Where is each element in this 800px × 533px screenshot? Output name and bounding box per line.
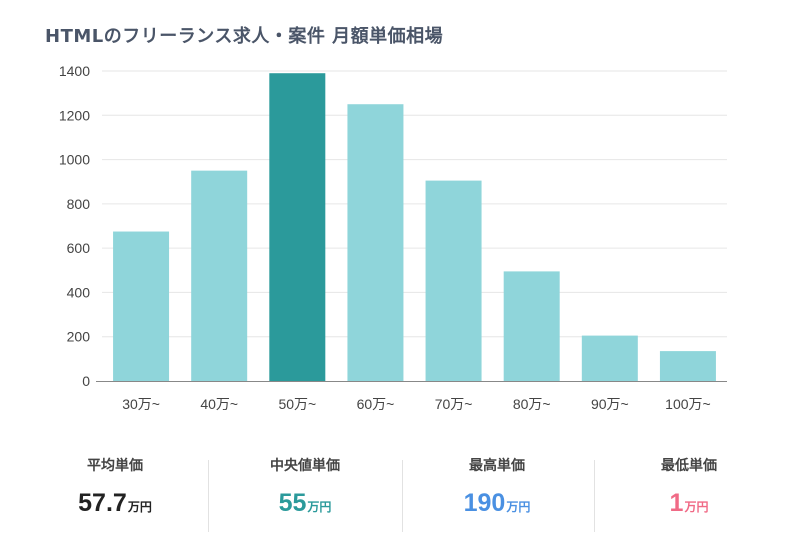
y-tick-label: 0 [82,373,90,389]
divider [402,460,403,532]
stat-max-unit: 万円 [506,500,531,514]
x-tick-label: 70万~ [435,396,473,412]
stat-median-label: 中央値単価 [270,458,340,474]
divider [594,460,595,532]
y-tick-label: 600 [67,240,91,256]
x-tick-label: 100万~ [665,396,711,412]
stat-min-value: 1万円 [604,489,774,518]
stat-average-number: 57.7 [78,489,127,517]
bar [347,104,404,381]
bar [191,170,248,381]
stat-average-unit: 万円 [127,500,152,514]
axes: 0 200 400 600 800 1000 1200 1400 30万~ 40万~ 50万~ 60万… [59,63,727,412]
stat-max-number: 190 [463,489,506,517]
y-tick-label: 1400 [59,63,90,79]
stat-median-unit: 万円 [307,500,332,514]
x-tick-label: 60万~ [357,396,395,412]
bar [269,73,326,381]
bars [113,73,716,381]
stat-min: 最低単価 1万円 [604,455,774,518]
bar-chart: 0 200 400 600 800 1000 1200 1400 30万~ 40万~ 50万~ 60万… [59,63,727,412]
stat-median-value: 55万円 [220,489,390,518]
stat-max-label: 最高単価 [469,458,525,474]
y-tick-label: 800 [67,196,91,212]
bar [659,351,716,381]
x-tick-label: 50万~ [278,396,316,412]
divider [208,460,209,532]
stat-median-number: 55 [278,489,307,517]
stat-max: 最高単価 190万円 [412,455,582,518]
bar [113,231,170,381]
x-tick-label: 90万~ [591,396,629,412]
stat-average: 平均単価 57.7万円 [30,455,200,518]
stat-average-value: 57.7万円 [30,489,200,518]
x-tick-label: 30万~ [122,396,160,412]
y-tick-label: 200 [67,329,91,345]
bar [425,180,482,381]
y-tick-label: 1200 [59,107,90,123]
bar [503,271,560,381]
x-tick-label: 40万~ [200,396,238,412]
stats-panel: 平均単価 57.7万円 中央値単価 55万円 最高単価 190万円 最低単価 1… [0,455,800,533]
stat-min-number: 1 [669,489,684,517]
x-tick-label: 80万~ [513,396,551,412]
stat-median: 中央値単価 55万円 [220,455,390,518]
y-tick-label: 1000 [59,152,90,168]
y-tick-label: 400 [67,284,91,300]
stat-min-label: 最低単価 [661,458,717,474]
stat-max-value: 190万円 [412,489,582,518]
bar [581,335,638,381]
stat-min-unit: 万円 [684,500,709,514]
chart-title: HTMLのフリーランス求人・案件 月額単価相場 [45,26,444,47]
stat-average-label: 平均単価 [87,458,143,474]
